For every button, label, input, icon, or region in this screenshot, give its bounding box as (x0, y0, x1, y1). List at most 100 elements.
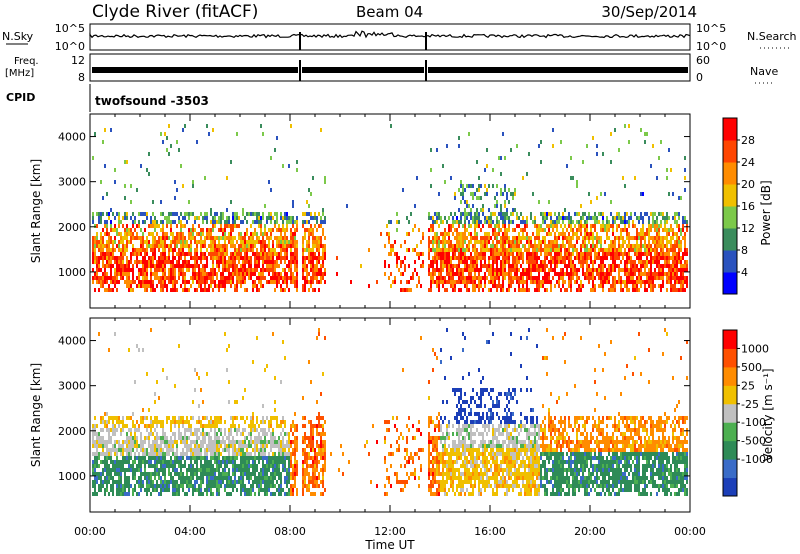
echo-cell (476, 240, 478, 244)
echo-cell (512, 248, 514, 252)
echo-cell (676, 280, 678, 284)
echo-cell (588, 256, 590, 260)
echo-cell (144, 272, 146, 276)
echo-cell (506, 272, 508, 276)
echo-cell (212, 216, 214, 220)
echo-cell (200, 228, 202, 232)
echo-cell (478, 176, 480, 180)
echo-cell (542, 228, 544, 232)
echo-cell (614, 268, 616, 272)
echo-cell (138, 348, 140, 352)
echo-cell (440, 276, 442, 280)
echo-cell (154, 472, 156, 476)
echo-cell (120, 272, 122, 276)
echo-cell (606, 236, 608, 240)
echo-cell (200, 232, 202, 236)
echo-cell (504, 264, 506, 268)
echo-cell (148, 472, 150, 476)
echo-cell (606, 256, 608, 260)
echo-cell (600, 240, 602, 244)
echo-cell (238, 444, 240, 448)
echo-cell (432, 272, 434, 276)
echo-cell (438, 192, 440, 196)
echo-cell (100, 248, 102, 252)
echo-cell (418, 276, 420, 280)
echo-cell (468, 280, 470, 284)
echo-cell (124, 460, 126, 464)
echo-cell (134, 236, 136, 240)
echo-cell (292, 272, 294, 276)
echo-cell (232, 484, 234, 488)
echo-cell (494, 212, 496, 216)
echo-cell (120, 248, 122, 252)
echo-cell (210, 228, 212, 232)
echo-cell (392, 244, 394, 248)
echo-cell (578, 284, 580, 288)
echo-cell (454, 256, 456, 260)
echo-cell (536, 280, 538, 284)
echo-cell (104, 412, 106, 416)
echo-cell (540, 160, 542, 164)
echo-cell (310, 260, 312, 264)
echo-cell (186, 484, 188, 488)
echo-cell (164, 284, 166, 288)
echo-cell (258, 256, 260, 260)
echo-cell (504, 200, 506, 204)
echo-cell (510, 148, 512, 152)
echo-cell (266, 252, 268, 256)
echo-cell (142, 448, 144, 452)
echo-cell (446, 232, 448, 236)
echo-cell (208, 284, 210, 288)
echo-cell (106, 424, 108, 428)
echo-cell (472, 264, 474, 268)
echo-cell (276, 136, 278, 140)
echo-cell (234, 428, 236, 432)
echo-cell (502, 264, 504, 268)
echo-cell (542, 248, 544, 252)
echo-cell (160, 228, 162, 232)
echo-cell (428, 252, 430, 256)
echo-cell (182, 484, 184, 488)
echo-cell (646, 288, 648, 292)
echo-cell (140, 432, 142, 436)
echo-cell (238, 452, 240, 456)
echo-cell (274, 280, 276, 284)
echo-cell (192, 432, 194, 436)
echo-cell (268, 248, 270, 252)
echo-cell (166, 440, 168, 444)
echo-cell (436, 276, 438, 280)
echo-cell (118, 424, 120, 428)
echo-cell (396, 260, 398, 264)
echo-cell (480, 256, 482, 260)
echo-cell (492, 184, 494, 188)
echo-cell (512, 260, 514, 264)
echo-cell (384, 272, 386, 276)
echo-cell (106, 468, 108, 472)
echo-cell (436, 264, 438, 268)
echo-cell (508, 256, 510, 260)
echo-cell (626, 244, 628, 248)
echo-cell (176, 456, 178, 460)
echo-cell (456, 268, 458, 272)
echo-cell (266, 232, 268, 236)
echo-cell (302, 256, 304, 260)
echo-cell (234, 244, 236, 248)
echo-cell (678, 228, 680, 232)
echo-cell (414, 204, 416, 208)
echo-cell (118, 492, 120, 496)
echo-cell (316, 216, 318, 220)
echo-cell (146, 260, 148, 264)
echo-cell (648, 236, 650, 240)
echo-cell (442, 280, 444, 284)
echo-cell (504, 272, 506, 276)
echo-cell (182, 472, 184, 476)
echo-cell (614, 220, 616, 224)
echo-cell (654, 284, 656, 288)
echo-cell (476, 276, 478, 280)
echo-cell (232, 244, 234, 248)
echo-cell (92, 280, 94, 284)
echo-cell (516, 244, 518, 248)
echo-cell (624, 224, 626, 228)
echo-cell (644, 288, 646, 292)
echo-cell (172, 460, 174, 464)
